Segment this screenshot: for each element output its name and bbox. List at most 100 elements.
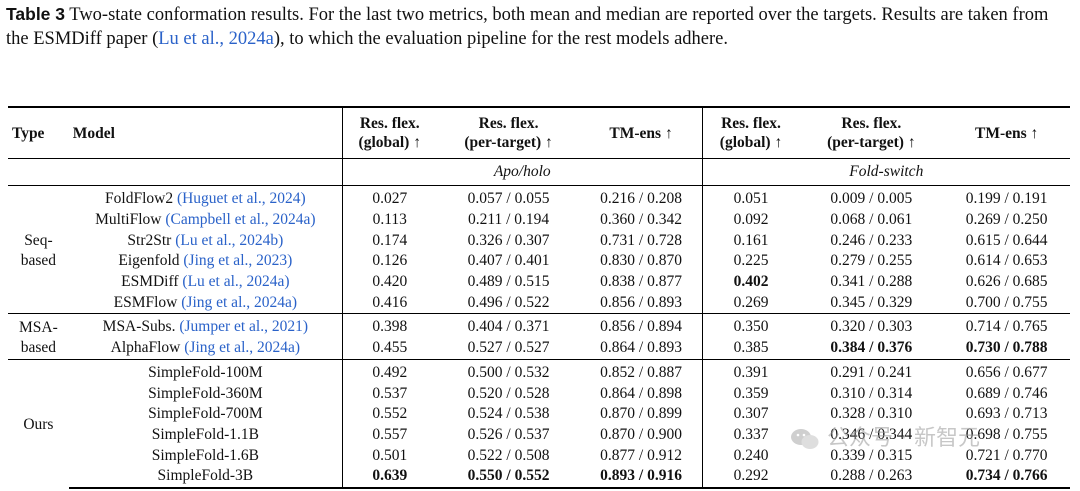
value-cell: 0.307 (701, 403, 800, 425)
group-row: Apo/holo Fold-switch (8, 158, 1070, 186)
citation-link[interactable]: (Lu et al., 2024a) (182, 273, 290, 291)
type-cell: MSA-based (8, 313, 69, 359)
value-cell: 0.537 (341, 383, 437, 404)
value-cell: 0.522 / 0.508 (467, 446, 550, 464)
model-cell: SimpleFold-1.6B (151, 446, 259, 464)
value-cell: 0.292 (701, 465, 800, 489)
value-cell: 0.500 / 0.532 (436, 358, 581, 384)
value-cell: 0.455 (341, 337, 437, 359)
model-cell: ESMFlow (Jing et al., 2024a) (113, 293, 298, 311)
watermark-text: 公众号 · 新智元 (827, 426, 980, 451)
model-cell: SimpleFold-3B (68, 465, 343, 489)
value-cell: 0.830 / 0.870 (600, 252, 682, 270)
value-cell: 0.524 / 0.538 (467, 405, 550, 423)
citation-link[interactable]: (Jumper et al., 2021) (179, 318, 309, 336)
value-cell: 0.856 / 0.894 (580, 313, 703, 338)
value-cell: 0.337 (701, 424, 800, 446)
header-tm-ens-fold: TM-ens ↑ (943, 106, 1070, 159)
value-cell: 0.328 / 0.310 (830, 405, 913, 423)
model-cell: SimpleFold-360M (148, 384, 263, 402)
value-cell: 0.341 / 0.288 (830, 273, 913, 291)
header-res-global-apo: Res. flex. (global) ↑ (341, 106, 437, 159)
header-res-target-apo: Res. flex. (per-target) ↑ (436, 106, 581, 159)
value-cell: 0.527 / 0.527 (467, 339, 550, 357)
value-cell: 0.161 (701, 230, 800, 252)
value-cell: 0.199 / 0.191 (943, 184, 1070, 210)
value-cell: 0.009 / 0.005 (799, 184, 944, 210)
table-row: Seq-based FoldFlow2 (Huguet et al., 2024)… (8, 184, 1070, 314)
value-cell: 0.420 (341, 271, 437, 293)
value-cell: 0.698 / 0.755 (965, 425, 1048, 443)
model-cell: FoldFlow2 (Huguet et al., 2024) (68, 184, 343, 210)
caption-text-2: ), to which the evaluation pipeline for … (273, 29, 728, 49)
caption-citation-author[interactable]: Lu et al., (158, 29, 229, 49)
table-row: ESMFlow (Jing et al., 2024a) 0.416 0.496 /… (8, 292, 1070, 314)
model-cell: Eigenfold (Jing et al., 2023) (118, 252, 293, 270)
value-cell: 0.693 / 0.713 (965, 405, 1048, 423)
table-row: SimpleFold-1.1B 0.557 0.526 / 0.537 0.870 /… (8, 424, 1070, 446)
value-cell: 0.489 / 0.515 (467, 273, 550, 291)
table-body: Seq-based FoldFlow2 (Huguet et al., 2024)… (8, 184, 1070, 489)
value-cell: 0.350 (701, 313, 800, 338)
model-cell: MSA-Subs. (Jumper et al., 2021) (68, 313, 343, 338)
type-cell: Ours (8, 358, 69, 488)
model-cell: AlphaFlow (Jing et al., 2024a) (110, 339, 301, 357)
table-row: MultiFlow (Campbell et al., 2024a) 0.113 0… (8, 209, 1070, 231)
value-cell: 0.870 / 0.900 (600, 425, 682, 443)
value-cell: 0.721 / 0.770 (965, 446, 1048, 464)
table-row: MSA-based MSA-Subs. (Jumper et al., 2021)… (8, 313, 1070, 359)
value-cell: 0.291 / 0.241 (799, 358, 944, 384)
value-cell: 0.552 (341, 403, 437, 425)
citation-link[interactable]: (Huguet et al., 2024) (176, 190, 306, 208)
citation-link[interactable]: (Jing et al., 2024a) (181, 293, 298, 311)
header-tm-ens-apo: TM-ens ↑ (580, 106, 703, 159)
value-cell: 0.501 (341, 445, 437, 466)
header-model: Model (68, 106, 343, 159)
value-cell: 0.689 / 0.746 (965, 384, 1048, 402)
value-cell: 0.864 / 0.893 (600, 339, 682, 357)
model-cell: ESMDiff (Lu et al., 2024a) (121, 273, 290, 291)
caption-citation-year[interactable]: 2024a (228, 29, 274, 49)
value-cell: 0.550 / 0.552 (436, 465, 581, 489)
value-cell: 0.092 (701, 209, 800, 231)
value-cell: 0.639 (341, 465, 437, 489)
citation-link[interactable]: (Lu et al., 2024b) (175, 231, 284, 249)
watermark: 公众号 · 新智元 (790, 420, 980, 452)
citation-link[interactable]: (Jing et al., 2024a) (184, 339, 301, 357)
table-row: SimpleFold-360M 0.537 0.520 / 0.528 0.864 /… (8, 383, 1070, 404)
citation-link[interactable]: (Jing et al., 2023) (183, 252, 293, 270)
value-cell: 0.416 (341, 292, 437, 314)
value-cell: 0.391 (701, 358, 800, 384)
value-cell: 0.246 / 0.233 (830, 231, 913, 249)
model-cell: SimpleFold-1.1B (151, 425, 259, 443)
header-res-global-fold: Res. flex. (global) ↑ (701, 106, 800, 159)
table-row: Str2Str (Lu et al., 2024b) 0.174 0.326 / 0… (8, 230, 1070, 252)
table-row: SimpleFold-700M 0.552 0.524 / 0.538 0.870 /… (8, 403, 1070, 425)
value-cell: 0.626 / 0.685 (965, 273, 1048, 291)
value-cell: 0.852 / 0.887 (580, 358, 703, 384)
value-cell: 0.211 / 0.194 (467, 211, 550, 229)
model-cell: Str2Str (Lu et al., 2024b) (127, 231, 284, 249)
table-row: ESMDiff (Lu et al., 2024a) 0.420 0.489 / 0… (8, 271, 1070, 293)
citation-link[interactable]: (Campbell et al., 2024a) (165, 211, 316, 229)
value-cell: 0.877 / 0.912 (600, 446, 682, 464)
value-cell: 0.113 (341, 209, 437, 231)
value-cell: 0.359 (701, 383, 800, 404)
value-cell: 0.216 / 0.208 (580, 184, 703, 210)
value-cell: 0.700 / 0.755 (965, 293, 1048, 311)
caption-text-1: Two-state conformation results. For the … (6, 5, 1049, 49)
value-cell: 0.225 (701, 251, 800, 272)
value-cell: 0.174 (341, 230, 437, 252)
value-cell: 0.615 / 0.644 (965, 231, 1048, 249)
value-cell: 0.126 (341, 251, 437, 272)
model-cell: SimpleFold-700M (148, 405, 263, 423)
group-apo-holo: Apo/holo (341, 158, 703, 186)
value-cell: 0.404 / 0.371 (436, 313, 581, 338)
value-cell: 0.870 / 0.899 (600, 405, 682, 423)
value-cell: 0.557 (341, 424, 437, 446)
value-cell: 0.051 (701, 184, 800, 210)
value-cell: 0.310 / 0.314 (830, 384, 913, 402)
value-cell: 0.288 / 0.263 (799, 465, 944, 489)
header-res-target-fold: Res. flex. (per-target) ↑ (799, 106, 944, 159)
table-row: SimpleFold-1.6B 0.501 0.522 / 0.508 0.877 /… (8, 445, 1070, 466)
